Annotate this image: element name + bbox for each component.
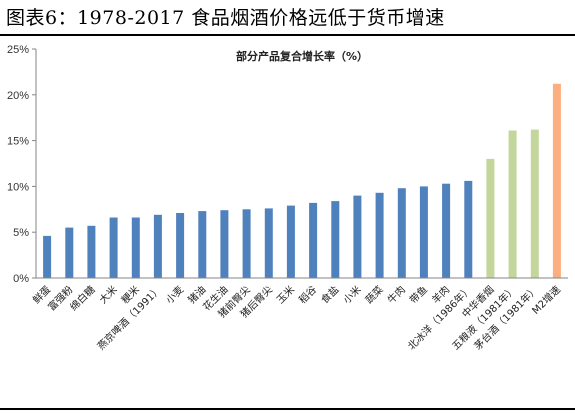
y-tick-label: 15%	[7, 136, 29, 148]
bar-11	[286, 205, 295, 278]
bottom-rule	[0, 408, 575, 410]
x-tick-label: 蔬菜	[363, 284, 386, 307]
bar-22	[530, 129, 539, 278]
bar-13	[331, 201, 340, 278]
bar-15	[375, 192, 384, 278]
x-tick-label: 小麦	[164, 284, 187, 307]
y-tick-label: 20%	[7, 90, 29, 102]
top-rule	[0, 34, 575, 36]
y-tick-label: 0%	[13, 273, 29, 285]
x-axis: 鲜蛋富强粉绵白糖 大米 粳米燕京啤酒（1991） 小麦 猪油花生油猪前臀尖猪后臀尖 玉米稻…	[30, 277, 568, 353]
y-axis: 0% 5% 10% 15% 20% 25%	[7, 44, 37, 285]
x-tick-label: 稻谷	[297, 284, 320, 307]
bars	[43, 83, 561, 278]
y-tick-label: 25%	[7, 44, 29, 56]
bar-16	[397, 188, 406, 278]
figure-title: 图表6：1978-2017 食品烟酒价格远低于货币增速	[6, 7, 445, 29]
bar-18	[442, 183, 451, 278]
y-tick-label: 10%	[7, 181, 29, 193]
y-tick-label: 5%	[13, 227, 29, 239]
bar-3	[109, 217, 118, 278]
bar-7	[198, 211, 207, 278]
x-tick-label: 绵白糖	[67, 283, 97, 313]
bar-10	[264, 208, 273, 278]
x-tick-label: 食盐	[318, 283, 341, 306]
bar-8	[220, 210, 229, 278]
x-tick-label: 大米	[96, 283, 119, 306]
bar-6	[176, 213, 185, 278]
bar-20	[486, 158, 495, 278]
chart-title: 部分产品复合增长率（%）	[236, 49, 368, 63]
x-tick-label: 玉米	[274, 283, 297, 306]
bar-19	[464, 180, 473, 278]
bar-21	[508, 130, 517, 278]
x-tick-label: 带鱼	[407, 283, 430, 306]
bar-5	[153, 214, 162, 278]
bar-0	[43, 235, 52, 278]
bar-17	[419, 186, 428, 278]
bar-14	[353, 195, 362, 278]
x-tick-label: 小米	[340, 283, 363, 306]
bar-12	[309, 202, 318, 278]
bar-1	[65, 227, 74, 278]
bar-9	[242, 209, 251, 278]
bar-4	[131, 217, 140, 278]
bar-23	[552, 83, 561, 278]
bar-2	[87, 225, 96, 278]
x-tick-label: 牛肉	[385, 283, 408, 306]
